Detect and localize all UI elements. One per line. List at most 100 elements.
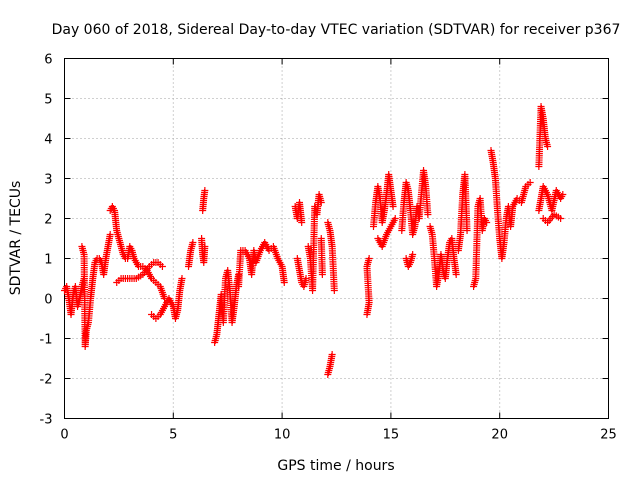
data-point xyxy=(365,257,373,264)
data-point xyxy=(471,277,479,284)
data-points xyxy=(61,103,567,378)
data-point xyxy=(554,213,562,221)
y-tick-label: 1 xyxy=(44,253,52,268)
y-tick-label: -1 xyxy=(40,333,53,348)
data-point xyxy=(428,229,436,236)
data-point xyxy=(148,261,156,268)
data-point xyxy=(152,259,160,266)
data-point xyxy=(548,213,556,220)
data-point xyxy=(521,185,529,192)
x-tick-label: 20 xyxy=(491,428,508,443)
data-point xyxy=(82,329,90,336)
data-point xyxy=(277,261,285,268)
data-point xyxy=(424,208,432,216)
data-point xyxy=(405,261,413,268)
data-point xyxy=(256,249,264,256)
data-point xyxy=(280,277,288,284)
x-axis-label: GPS time / hours xyxy=(277,458,394,474)
data-point xyxy=(212,333,220,340)
data-point xyxy=(144,265,152,272)
y-tick-label: -2 xyxy=(40,373,53,388)
data-point xyxy=(325,365,333,372)
y-axis-label: SDTVAR / TECUs xyxy=(8,181,24,296)
data-point xyxy=(537,197,545,204)
data-point xyxy=(130,275,138,282)
y-tick-label: 2 xyxy=(44,213,52,228)
data-point xyxy=(452,269,460,276)
data-point xyxy=(106,233,114,240)
axis-tick-marks xyxy=(64,58,609,419)
x-tick-label: 25 xyxy=(600,428,617,443)
data-point xyxy=(380,209,388,216)
data-point xyxy=(297,217,305,224)
x-tick-label: 10 xyxy=(274,428,291,443)
data-point xyxy=(173,309,181,316)
data-point xyxy=(91,261,99,268)
data-point xyxy=(390,217,398,224)
data-point xyxy=(509,205,517,212)
data-point xyxy=(113,225,121,232)
chart-title: Day 060 of 2018, Sidereal Day-to-day VTE… xyxy=(52,22,621,38)
data-point xyxy=(318,268,326,276)
grid-lines xyxy=(64,58,609,419)
data-point xyxy=(295,265,303,272)
data-point xyxy=(463,224,471,232)
data-point xyxy=(186,249,194,256)
data-point xyxy=(386,225,394,232)
y-tick-label: 6 xyxy=(44,53,52,68)
data-point xyxy=(328,353,336,360)
data-point xyxy=(178,277,186,284)
data-point xyxy=(382,233,390,240)
data-point xyxy=(160,305,168,312)
data-point xyxy=(541,133,549,140)
data-point xyxy=(482,217,490,224)
data-point xyxy=(127,245,135,252)
data-point xyxy=(188,241,196,248)
x-tick-label: 0 xyxy=(60,428,68,443)
data-point xyxy=(117,241,125,248)
x-tick-label: 5 xyxy=(169,428,177,443)
data-point xyxy=(115,277,123,284)
x-tick-label: 15 xyxy=(383,428,400,443)
data-point xyxy=(114,233,122,240)
data-point xyxy=(156,261,164,268)
data-point xyxy=(84,321,92,328)
data-point xyxy=(154,313,162,320)
y-tick-label: 0 xyxy=(44,293,52,308)
data-point xyxy=(150,277,158,284)
data-point xyxy=(558,193,566,200)
data-point xyxy=(410,225,418,232)
data-point xyxy=(325,225,333,232)
data-point xyxy=(408,253,416,260)
data-point xyxy=(102,257,110,264)
y-tick-label: 4 xyxy=(44,133,52,148)
data-point xyxy=(130,253,138,260)
data-point xyxy=(160,293,168,300)
data-point xyxy=(489,157,497,164)
y-tick-label: 5 xyxy=(44,93,52,108)
data-point xyxy=(543,141,551,148)
data-point xyxy=(201,189,209,196)
y-tick-label: 3 xyxy=(44,173,52,188)
data-point xyxy=(168,301,176,308)
data-point xyxy=(104,245,112,252)
plot-frame xyxy=(64,58,609,419)
data-point xyxy=(317,197,325,204)
data-point xyxy=(109,205,117,212)
data-point xyxy=(273,253,281,260)
data-point xyxy=(301,277,309,284)
data-point xyxy=(404,185,412,192)
data-point xyxy=(119,249,127,256)
data-point xyxy=(201,245,209,252)
data-point xyxy=(146,273,154,280)
y-axis-tick-labels: -3 -2 -1 0 1 2 3 4 5 6 xyxy=(40,53,53,428)
data-point xyxy=(389,201,397,208)
data-point xyxy=(137,272,145,280)
data-point xyxy=(137,263,145,270)
y-tick-label: -3 xyxy=(40,413,53,428)
data-point xyxy=(154,281,162,288)
x-axis-tick-labels: 0 5 10 15 20 25 xyxy=(60,428,616,443)
data-point xyxy=(542,189,550,196)
data-point xyxy=(524,181,532,188)
